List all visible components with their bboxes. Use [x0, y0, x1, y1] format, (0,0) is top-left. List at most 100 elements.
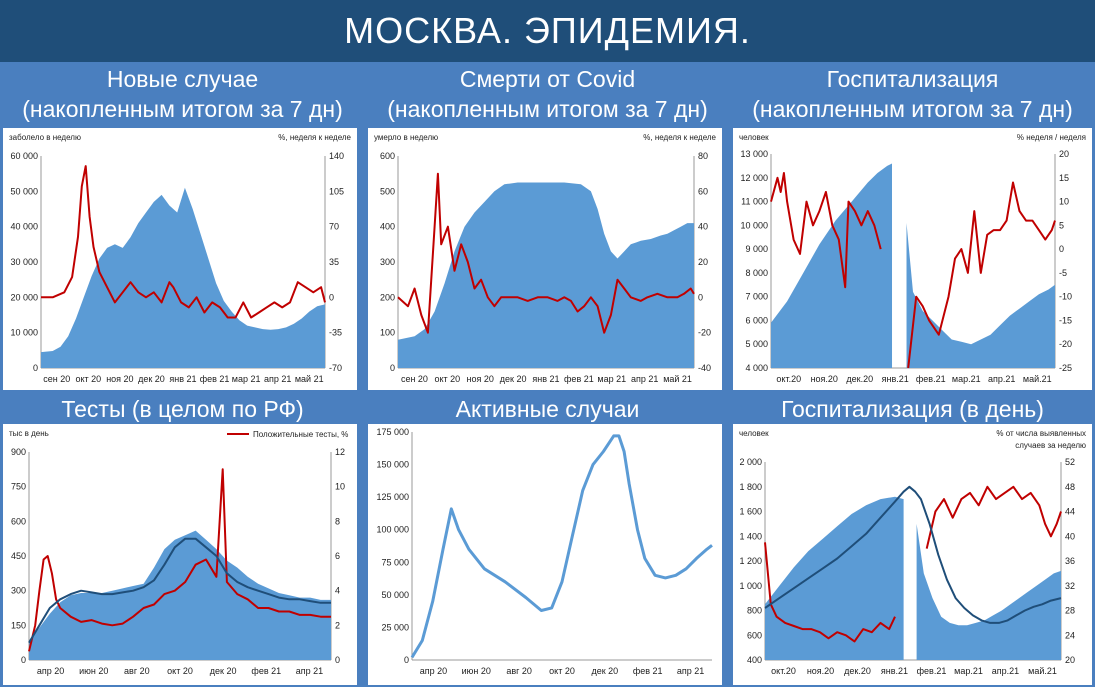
x-tick-label: дек 20 [500, 374, 527, 384]
y-tick-label: 12 000 [740, 173, 768, 183]
y-tick-label: 5 000 [745, 339, 768, 349]
series-line [410, 434, 713, 659]
x-tick-label: май 21 [295, 374, 324, 384]
panel-title-line1: Новые случае [106, 66, 259, 92]
y2-tick-label: 12 [335, 447, 345, 457]
series-line [28, 468, 331, 652]
y2-tick-label: 28 [1065, 606, 1075, 616]
y-tick-label: 1 000 [739, 581, 762, 591]
x-tick-label: сен 20 [43, 374, 70, 384]
y-tick-label: 40 000 [10, 222, 38, 232]
chart-hospital-daily: 2 000 1 800 1 600 1 400 1 200 1 000 800 600 400 5… [733, 424, 1092, 685]
y-tick-label: 100 000 [376, 525, 409, 535]
x-tick-label: фев.21 [917, 666, 947, 676]
y-tick-label: 600 [11, 516, 26, 526]
bar-area [398, 182, 694, 368]
right-axis-label-line2: случаев за неделю [1015, 441, 1086, 450]
chart-hospital-daily-svg: 2 000 1 800 1 600 1 400 1 200 1 000 800 600 400 5… [739, 429, 1086, 676]
chart-hospital-weekly-svg: 13 000 12 000 11 000 10 000 9 000 8 000 7 000 6… [739, 133, 1086, 384]
y-tick-label: 6 000 [745, 315, 768, 325]
y-tick-label: 100 [380, 328, 395, 338]
series-line [41, 165, 326, 319]
y-tick-label: 750 [11, 482, 26, 492]
y2-tick-label: 20 [1065, 655, 1075, 665]
y2-tick-label: -5 [1059, 268, 1067, 278]
y2-tick-label: -10 [1059, 292, 1072, 302]
y2-tick-label: 0 [1059, 244, 1064, 254]
x-tick-label: дек 20 [591, 666, 618, 676]
y-tick-label: 800 [747, 606, 762, 616]
x-tick-label: апр 21 [264, 374, 291, 384]
chart-deaths: 600 500 400 300 200 100 0 80 60 40 20 0 -20 -40 сен 20… [368, 128, 722, 390]
y-tick-label: 8 000 [745, 268, 768, 278]
y2-tick-label: 8 [335, 516, 340, 526]
x-tick-label: дек.20 [844, 666, 871, 676]
y-tick-label: 50 000 [10, 186, 38, 196]
y2-tick-label: -20 [698, 328, 711, 338]
y-tick-label: 300 [11, 586, 26, 596]
x-tick-label: дек 20 [138, 374, 165, 384]
right-axis-label: %, неделя к неделе [643, 133, 716, 142]
y2-tick-label: 0 [329, 292, 334, 302]
x-tick-label: авг 20 [124, 666, 150, 676]
y-tick-label: 175 000 [376, 427, 409, 437]
y2-tick-label: 5 [1059, 220, 1064, 230]
bar-area [765, 496, 904, 660]
y2-tick-label: 10 [335, 482, 345, 492]
y-tick-label: 150 000 [376, 460, 409, 470]
chart-tests: 900 750 600 450 300 150 0 12 10 8 6 4 2 0 апр 20 июн 20… [3, 424, 357, 685]
y-tick-label: 450 [11, 551, 26, 561]
y2-tick-label: 0 [698, 292, 703, 302]
chart-hospital-weekly: 13 000 12 000 11 000 10 000 9 000 8 000 7 000 6… [733, 128, 1092, 390]
right-axis-label-line1: % от числа выявленных [996, 429, 1086, 438]
x-tick-label: янв 21 [169, 374, 196, 384]
left-axis-label: человек [739, 133, 769, 142]
x-tick-label: мар 21 [232, 374, 261, 384]
x-tick-label: фев.21 [916, 374, 946, 384]
y-tick-label: 0 [390, 363, 395, 373]
x-tick-label: окт.20 [776, 374, 801, 384]
x-tick-label: июн 20 [79, 666, 108, 676]
right-axis-label: % неделя / неделя [1017, 133, 1086, 142]
y-tick-label: 400 [747, 655, 762, 665]
panel-title-deaths: Смерти от Covid (накопленным итогом за 7… [365, 64, 730, 124]
y-tick-label: 0 [33, 363, 38, 373]
y-tick-label: 9 000 [745, 244, 768, 254]
chart-tests-svg: 900 750 600 450 300 150 0 12 10 8 6 4 2 0 апр 20 июн 20… [9, 429, 348, 676]
x-tick-label: дек 20 [210, 666, 237, 676]
y-tick-label: 50 000 [381, 590, 409, 600]
y2-tick-label: 44 [1065, 507, 1075, 517]
series-line [925, 485, 1062, 549]
y2-tick-label: 0 [335, 655, 340, 665]
x-tick-label: май 21 [663, 374, 692, 384]
x-tick-label: апр.21 [992, 666, 1019, 676]
y2-tick-label: 40 [698, 222, 708, 232]
y2-tick-label: 20 [1059, 149, 1069, 159]
x-tick-label: фев 21 [564, 374, 594, 384]
x-tick-label: дек.20 [846, 374, 873, 384]
series-line [28, 537, 331, 644]
x-tick-label: ноя 20 [106, 374, 133, 384]
x-tick-label: ноя.20 [811, 374, 838, 384]
y-tick-label: 10 000 [10, 328, 38, 338]
bar-area [41, 187, 325, 368]
y2-tick-label: -20 [1059, 339, 1072, 349]
y-tick-label: 7 000 [745, 292, 768, 302]
left-axis-label: тыс в день [9, 429, 49, 438]
y-tick-label: 13 000 [740, 149, 768, 159]
y2-tick-label: 6 [335, 551, 340, 561]
panel-title-line1: Смерти от Covid [459, 66, 636, 92]
y2-tick-label: 60 [698, 186, 708, 196]
x-tick-label: фев 21 [633, 666, 663, 676]
x-tick-label: авг 20 [506, 666, 532, 676]
y-tick-label: 400 [380, 222, 395, 232]
y2-tick-label: 80 [698, 151, 708, 161]
y2-tick-label: 70 [329, 222, 339, 232]
x-tick-label: апр 20 [37, 666, 64, 676]
y-tick-label: 75 000 [381, 557, 409, 567]
y2-tick-label: 4 [335, 586, 340, 596]
y-tick-label: 600 [747, 630, 762, 640]
panel-title-line2: (накопленным итогом за 7 дн) [387, 96, 708, 122]
x-tick-label: мар 21 [597, 374, 626, 384]
y-tick-label: 600 [380, 151, 395, 161]
